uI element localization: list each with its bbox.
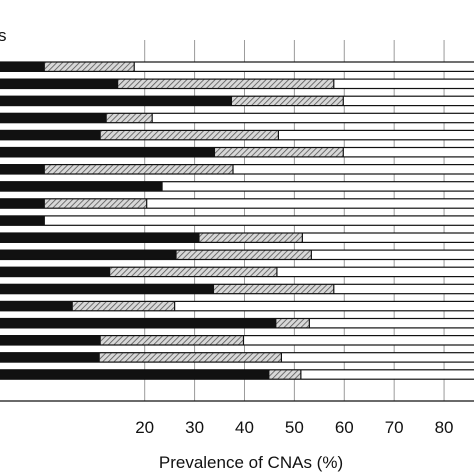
bar-row-13 bbox=[0, 283, 474, 295]
bar-black-segment-1 bbox=[0, 79, 119, 89]
bar-black-segment-6 bbox=[0, 164, 45, 174]
x-tick-labels: 20 30 40 50 60 70 80 bbox=[135, 418, 453, 437]
bar-hatched-segment-16 bbox=[100, 335, 244, 345]
bar-outline-8 bbox=[0, 198, 474, 209]
bar-hatched-segment-17 bbox=[99, 352, 282, 363]
bar-row-16 bbox=[0, 335, 474, 346]
bar-row-2 bbox=[0, 95, 474, 107]
bar-outline-2 bbox=[0, 95, 474, 107]
bar-row-17 bbox=[0, 352, 474, 363]
bar-white-segment-8 bbox=[0, 198, 474, 209]
bar-white-segment-7 bbox=[0, 181, 474, 192]
bar-black-segment-18 bbox=[0, 369, 270, 380]
bar-outline-16 bbox=[0, 335, 474, 346]
bar-row-3 bbox=[0, 112, 474, 124]
legend-fragment: s bbox=[0, 26, 7, 45]
bar-hatched-segment-1 bbox=[118, 79, 334, 89]
bar-outline-13 bbox=[0, 283, 474, 295]
bar-row-5 bbox=[0, 146, 474, 158]
bar-hatched-segment-18 bbox=[269, 369, 301, 380]
bar-outline-5 bbox=[0, 146, 474, 158]
bar-row-12 bbox=[0, 266, 474, 278]
bar-row-6 bbox=[0, 164, 474, 175]
x-tick-label-2: 40 bbox=[235, 418, 254, 437]
bar-black-segment-14 bbox=[0, 301, 73, 311]
x-tick-label-5: 70 bbox=[385, 418, 404, 437]
bar-row-8 bbox=[0, 198, 474, 209]
bar-row-14 bbox=[0, 300, 474, 312]
bar-row-7 bbox=[0, 181, 474, 192]
bar-outline-9 bbox=[0, 215, 474, 226]
bar-rows bbox=[0, 61, 474, 380]
bar-white-segment-0 bbox=[0, 62, 474, 72]
bar-hatched-segment-11 bbox=[176, 250, 312, 260]
bar-black-segment-15 bbox=[0, 318, 277, 328]
bar-white-segment-3 bbox=[0, 113, 474, 123]
bar-black-segment-10 bbox=[0, 233, 200, 243]
bar-row-4 bbox=[0, 129, 474, 141]
bar-outline-18 bbox=[0, 369, 474, 380]
bar-outline-6 bbox=[0, 164, 474, 175]
bar-black-segment-11 bbox=[0, 250, 177, 260]
bar-hatched-segment-6 bbox=[44, 164, 234, 174]
bar-black-segment-5 bbox=[0, 147, 216, 157]
bar-outline-17 bbox=[0, 352, 474, 363]
bar-black-segment-16 bbox=[0, 335, 101, 345]
x-tick-label-4: 60 bbox=[335, 418, 354, 437]
bar-row-1 bbox=[0, 78, 474, 90]
bar-outline-15 bbox=[0, 317, 474, 329]
bar-outline-4 bbox=[0, 129, 474, 141]
bar-black-segment-8 bbox=[0, 198, 45, 209]
bar-row-15 bbox=[0, 317, 474, 329]
bar-black-segment-0 bbox=[0, 62, 45, 72]
bar-hatched-segment-8 bbox=[44, 198, 147, 209]
bar-outline-10 bbox=[0, 232, 474, 243]
bar-outline-11 bbox=[0, 249, 474, 261]
bar-outline-3 bbox=[0, 112, 474, 124]
bar-outline-0 bbox=[0, 61, 474, 72]
bar-hatched-segment-13 bbox=[214, 284, 334, 294]
bar-hatched-segment-5 bbox=[215, 147, 344, 157]
bar-hatched-segment-0 bbox=[44, 62, 135, 72]
bar-row-18 bbox=[0, 369, 474, 380]
bar-black-segment-3 bbox=[0, 113, 107, 123]
bar-black-segment-9 bbox=[0, 215, 45, 226]
bar-black-segment-4 bbox=[0, 130, 101, 140]
bar-white-segment-14 bbox=[0, 301, 474, 311]
x-tick-label-0: 20 bbox=[135, 418, 154, 437]
x-tick-label-6: 80 bbox=[435, 418, 454, 437]
bar-hatched-segment-2 bbox=[232, 96, 344, 106]
bar-outline-1 bbox=[0, 78, 474, 90]
bar-black-segment-12 bbox=[0, 267, 111, 277]
bar-outline-12 bbox=[0, 266, 474, 278]
bar-outline-14 bbox=[0, 300, 474, 312]
x-tick-label-3: 50 bbox=[285, 418, 304, 437]
bar-hatched-segment-3 bbox=[106, 113, 153, 123]
bar-white-segment-9 bbox=[0, 215, 474, 226]
bar-row-9 bbox=[0, 215, 474, 226]
bar-hatched-segment-12 bbox=[110, 267, 277, 277]
bar-hatched-segment-15 bbox=[276, 318, 310, 328]
bar-black-segment-7 bbox=[0, 181, 163, 192]
bar-black-segment-2 bbox=[0, 96, 233, 106]
x-axis-title: Prevalence of CNAs (%) bbox=[159, 453, 343, 472]
bar-row-10 bbox=[0, 232, 474, 243]
bar-black-segment-13 bbox=[0, 284, 215, 294]
bar-outline-7 bbox=[0, 181, 474, 192]
bar-hatched-segment-14 bbox=[72, 301, 175, 311]
bar-hatched-segment-4 bbox=[100, 130, 279, 140]
bar-black-segment-17 bbox=[0, 352, 100, 363]
bar-white-segment-6 bbox=[0, 164, 474, 174]
bar-row-0 bbox=[0, 61, 474, 72]
x-tick-label-1: 30 bbox=[185, 418, 204, 437]
bar-hatched-segment-10 bbox=[199, 233, 303, 243]
bar-row-11 bbox=[0, 249, 474, 261]
